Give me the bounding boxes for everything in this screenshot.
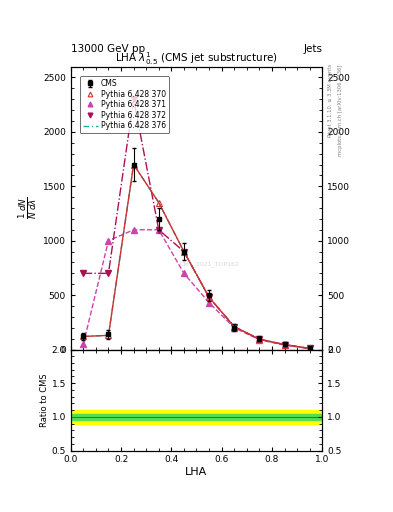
Pythia 6.428 376 xyxy=(131,161,136,167)
Pythia 6.428 372 xyxy=(81,270,86,276)
X-axis label: LHA: LHA xyxy=(185,467,208,477)
Line: Pythia 6.428 371: Pythia 6.428 371 xyxy=(81,227,312,351)
Pythia 6.428 370 xyxy=(282,342,287,348)
Pythia 6.428 372 xyxy=(282,342,287,348)
Pythia 6.428 376 xyxy=(282,342,287,348)
Pythia 6.428 370 xyxy=(81,333,86,339)
Pythia 6.428 370 xyxy=(156,200,161,206)
Line: Pythia 6.428 370: Pythia 6.428 370 xyxy=(81,162,312,351)
Pythia 6.428 371 xyxy=(232,325,237,331)
Pythia 6.428 376 xyxy=(207,294,211,301)
Pythia 6.428 371 xyxy=(106,238,111,244)
Pythia 6.428 372 xyxy=(106,270,111,276)
Pythia 6.428 370 xyxy=(257,336,262,342)
Pythia 6.428 372 xyxy=(156,227,161,233)
Pythia 6.428 372 xyxy=(182,248,186,254)
Pythia 6.428 371 xyxy=(131,227,136,233)
Y-axis label: Ratio to CMS: Ratio to CMS xyxy=(40,373,49,427)
Line: Pythia 6.428 376: Pythia 6.428 376 xyxy=(83,164,310,349)
Pythia 6.428 376 xyxy=(182,248,186,254)
Pythia 6.428 371 xyxy=(182,270,186,276)
Legend: CMS, Pythia 6.428 370, Pythia 6.428 371, Pythia 6.428 372, Pythia 6.428 376: CMS, Pythia 6.428 370, Pythia 6.428 371,… xyxy=(80,76,169,133)
Pythia 6.428 371 xyxy=(307,346,312,352)
Text: Jets: Jets xyxy=(303,44,322,54)
Title: LHA $\lambda^{1}_{0.5}$ (CMS jet substructure): LHA $\lambda^{1}_{0.5}$ (CMS jet substru… xyxy=(115,50,278,67)
Pythia 6.428 372 xyxy=(207,294,211,301)
Pythia 6.428 370 xyxy=(106,332,111,338)
Text: mcplots.cern.ch [arXiv:1306.3436]: mcplots.cern.ch [arXiv:1306.3436] xyxy=(338,64,343,156)
Pythia 6.428 370 xyxy=(207,294,211,301)
Text: 13000 GeV pp: 13000 GeV pp xyxy=(71,44,145,54)
Text: Rivet 3.1.10, ≥ 3.3M events: Rivet 3.1.10, ≥ 3.3M events xyxy=(328,64,333,137)
Pythia 6.428 372 xyxy=(257,336,262,342)
Pythia 6.428 372 xyxy=(131,96,136,102)
Y-axis label: $\frac{1}{\mathit{N}} \frac{d\mathit{N}}{d\mathit{\lambda}}$: $\frac{1}{\mathit{N}} \frac{d\mathit{N}}… xyxy=(17,197,39,219)
Pythia 6.428 370 xyxy=(182,248,186,254)
Pythia 6.428 371 xyxy=(207,300,211,306)
Pythia 6.428 376 xyxy=(156,200,161,206)
Pythia 6.428 372 xyxy=(307,346,312,352)
Pythia 6.428 370 xyxy=(307,346,312,352)
Pythia 6.428 376 xyxy=(106,332,111,338)
Pythia 6.428 371 xyxy=(282,342,287,348)
Text: CMS_2021_TOP162: CMS_2021_TOP162 xyxy=(179,262,239,267)
Pythia 6.428 376 xyxy=(257,336,262,342)
Pythia 6.428 371 xyxy=(81,341,86,347)
Pythia 6.428 370 xyxy=(232,324,237,330)
Pythia 6.428 376 xyxy=(307,346,312,352)
Line: Pythia 6.428 372: Pythia 6.428 372 xyxy=(81,96,312,351)
Pythia 6.428 376 xyxy=(81,333,86,339)
Pythia 6.428 370 xyxy=(131,161,136,167)
Pythia 6.428 371 xyxy=(156,227,161,233)
Pythia 6.428 376 xyxy=(232,324,237,330)
Pythia 6.428 372 xyxy=(232,324,237,330)
Pythia 6.428 371 xyxy=(257,337,262,343)
